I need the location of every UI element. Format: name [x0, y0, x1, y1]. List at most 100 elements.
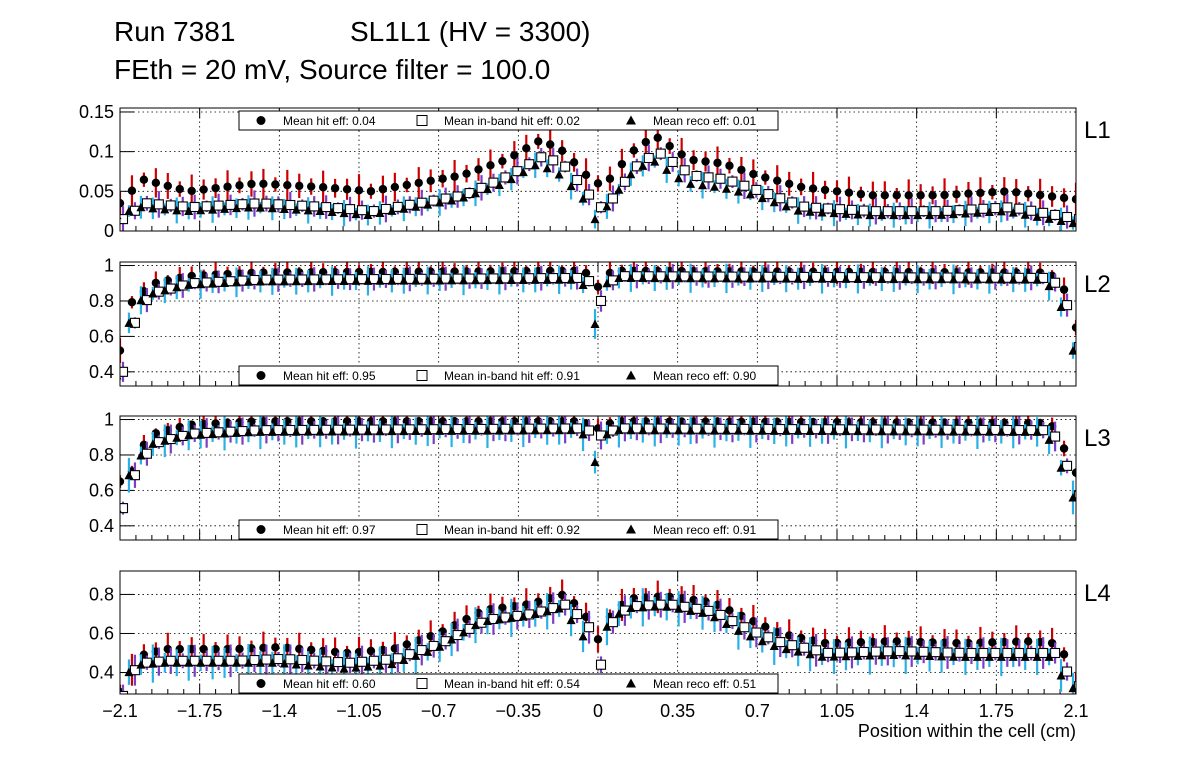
band-point [583, 189, 595, 200]
legend-entry: Mean reco eff: 0.91 [653, 523, 757, 537]
y-tick-label: 0.8 [89, 445, 114, 465]
panel-data [120, 579, 1076, 694]
hit-point [450, 172, 459, 181]
band-point [667, 423, 678, 434]
reco-point [805, 274, 815, 283]
reco-point [494, 614, 504, 624]
reco-point [757, 274, 767, 283]
panel-l2: 0.4 0.6 0.8 1 Mean hit eff: 0.95 Mean in-band… [89, 256, 1111, 387]
band-point [249, 198, 260, 209]
band-point [966, 424, 977, 435]
layer-label: L4 [1084, 580, 1111, 607]
reco-point [243, 202, 253, 212]
reco-point [184, 430, 194, 440]
band-point [189, 201, 200, 213]
hit-point [1059, 444, 1069, 453]
reco-point [554, 425, 564, 435]
band-point [297, 200, 308, 211]
reco-point [913, 426, 923, 436]
band-point [942, 205, 953, 216]
band-point [309, 655, 320, 666]
hit-point [522, 144, 531, 153]
reco-point [853, 274, 863, 283]
hit-point [1047, 192, 1057, 201]
band-point [882, 272, 893, 283]
reco-point [196, 658, 206, 667]
reco-point [148, 439, 158, 448]
band-point [775, 424, 786, 435]
reco-point [399, 276, 409, 285]
reco-point [136, 451, 146, 460]
hit-point [1012, 188, 1021, 197]
band-point [368, 206, 380, 217]
band-point [787, 424, 798, 435]
reco-point [435, 642, 445, 651]
band-point [822, 203, 834, 214]
legend-entry: Mean in-band hit eff: 0.92 [444, 523, 580, 537]
reco-point [482, 275, 492, 285]
band-point [261, 654, 272, 665]
reco-point [291, 205, 301, 214]
hit-point [880, 191, 889, 200]
band-point [966, 204, 977, 215]
band-point [978, 272, 989, 283]
reco-point [841, 426, 851, 436]
band-point [333, 656, 344, 668]
band-point [942, 647, 953, 658]
reco-point [650, 425, 660, 435]
reco-point [817, 207, 827, 217]
reco-point [243, 277, 253, 286]
reco-point [984, 207, 994, 217]
reco-point [124, 667, 134, 677]
reco-point [996, 206, 1006, 216]
reco-point [279, 427, 289, 436]
hit-point [976, 188, 985, 198]
band-point [870, 206, 881, 217]
band-point [1073, 341, 1076, 353]
reco-point [124, 318, 134, 327]
reco-point [578, 280, 588, 289]
band-point [572, 423, 583, 434]
hit-point [223, 182, 232, 191]
band-point [273, 199, 284, 210]
band-point [440, 193, 451, 204]
reco-point [506, 613, 516, 622]
reco-point [518, 167, 528, 177]
reco-point [937, 651, 947, 661]
hit-point [677, 150, 686, 159]
panel-frame [119, 107, 1077, 232]
hit-point [725, 606, 734, 615]
reco-point [566, 615, 576, 625]
reco-point [208, 205, 218, 214]
reco-point [949, 427, 958, 436]
band-point [882, 424, 893, 435]
reco-point [960, 652, 970, 661]
hit-point [701, 157, 710, 166]
band-point [858, 646, 869, 658]
hit-point [916, 191, 925, 200]
reco-point [602, 201, 612, 211]
reco-point [984, 427, 994, 436]
reco-point [255, 658, 265, 667]
reco-point [650, 157, 660, 166]
reco-point [901, 210, 911, 220]
reco-point [733, 187, 743, 196]
reco-point [411, 276, 421, 285]
hit-point [139, 175, 149, 184]
reco-point [1044, 281, 1054, 291]
hit-point [307, 182, 316, 191]
reco-point [853, 210, 863, 219]
reco-point [184, 206, 194, 215]
band-point [368, 655, 380, 666]
hit-point [557, 146, 567, 155]
band-point [846, 204, 858, 215]
reco-point [757, 426, 767, 435]
band-point [392, 201, 403, 212]
band-point [321, 202, 332, 213]
band-point [870, 424, 881, 435]
hit-point [175, 184, 184, 194]
band-point [954, 205, 965, 216]
band-point [775, 637, 786, 648]
band-point [1002, 272, 1013, 283]
